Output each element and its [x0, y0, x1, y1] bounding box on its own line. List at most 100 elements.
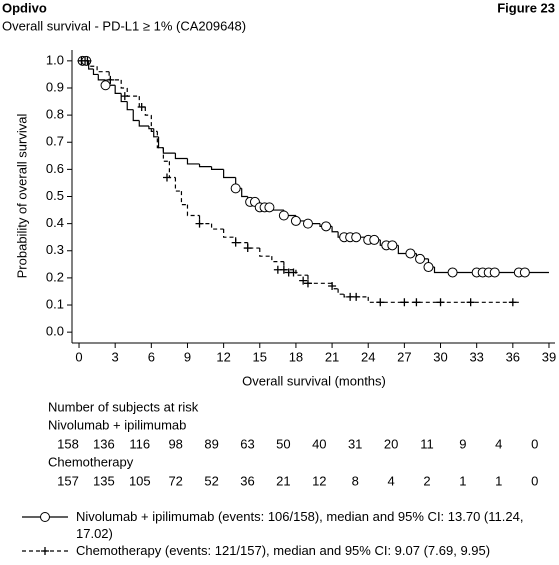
- at-risk-count: 89: [204, 436, 218, 451]
- survival-step: [307, 275, 333, 284]
- censor-mark: [243, 244, 252, 253]
- survival-step: [210, 223, 224, 230]
- survival-step: [198, 163, 212, 168]
- figure-label: Figure 23: [497, 0, 555, 15]
- at-risk-count: 12: [312, 473, 326, 488]
- censor-mark: [302, 218, 313, 229]
- at-risk-group: Nivolumab + ipilimumab: [48, 417, 186, 432]
- censor-mark: [289, 268, 298, 277]
- censor-mark: [106, 75, 115, 84]
- x-tick-label: 18: [289, 349, 303, 364]
- survival-step: [162, 147, 170, 162]
- at-risk-count: 4: [387, 473, 394, 488]
- x-tick-label: 9: [184, 349, 191, 364]
- survival-step: [223, 229, 236, 238]
- censor-mark: [100, 80, 111, 91]
- at-risk-count: 98: [168, 436, 182, 451]
- survival-step: [433, 267, 549, 274]
- censor-mark: [137, 102, 146, 111]
- survival-step: [92, 68, 99, 76]
- at-risk-count: 72: [168, 473, 182, 488]
- survival-step: [148, 125, 154, 130]
- survival-step: [153, 128, 159, 138]
- at-risk-count: 116: [129, 436, 150, 451]
- y-tick-label: 0.5: [46, 188, 64, 203]
- x-tick-label: 21: [325, 349, 339, 364]
- at-risk-count: 31: [348, 436, 362, 451]
- survival-step: [295, 269, 308, 276]
- censor-mark: [195, 219, 204, 228]
- at-risk-count: 157: [57, 473, 79, 488]
- at-risk-count: 36: [240, 473, 254, 488]
- legend-label: Nivolumab + ipilimumab (events: 106/158)…: [76, 509, 524, 541]
- censor-mark: [41, 547, 49, 555]
- y-tick-label: 0.7: [46, 134, 64, 149]
- at-risk-count: 9: [459, 436, 466, 451]
- survival-step: [120, 79, 128, 89]
- survival-step: [144, 106, 152, 116]
- y-tick-label: 0.0: [46, 324, 64, 339]
- chart-title: Overall survival - PD-L1 ≥ 1% (CA209648): [2, 18, 246, 33]
- survival-step: [247, 242, 260, 249]
- censor-mark: [412, 298, 421, 307]
- survival-step: [271, 256, 284, 263]
- at-risk-count: 1: [495, 473, 502, 488]
- y-tick-label: 0.6: [46, 161, 64, 176]
- survival-step: [114, 85, 122, 95]
- censor-mark: [436, 298, 445, 307]
- x-tick-label: 36: [506, 349, 520, 364]
- censor-mark: [447, 267, 458, 278]
- survival-step: [174, 153, 188, 160]
- survival-step: [223, 169, 236, 179]
- x-tick-label: 27: [397, 349, 411, 364]
- survival-step: [186, 158, 200, 165]
- at-risk-count: 50: [276, 436, 290, 451]
- censor-mark: [328, 282, 337, 291]
- x-tick-label: 24: [361, 349, 375, 364]
- at-risk-count: 0: [531, 473, 538, 488]
- x-axis-label: Overall survival (months): [242, 373, 386, 388]
- at-risk-count: 135: [93, 473, 115, 488]
- x-tick-label: 39: [542, 349, 556, 364]
- censor-mark: [376, 298, 385, 307]
- censor-mark: [279, 265, 288, 274]
- censor-mark: [423, 262, 434, 273]
- at-risk-count: 136: [93, 436, 115, 451]
- censor-mark: [264, 202, 275, 213]
- at-risk-count: 4: [495, 436, 502, 451]
- x-tick-label: 30: [433, 349, 447, 364]
- survival-step: [150, 115, 158, 132]
- at-risk-count: 105: [129, 473, 151, 488]
- survival-step: [88, 60, 98, 67]
- y-tick-label: 0.2: [46, 269, 64, 284]
- survival-step: [138, 120, 149, 127]
- at-risk-count: 2: [423, 473, 430, 488]
- y-tick-label: 0.1: [46, 296, 64, 311]
- legend-label: Chemotherapy (events: 121/157), median a…: [76, 543, 491, 558]
- at-risk-count: 1: [459, 473, 466, 488]
- survival-step: [97, 74, 106, 81]
- at-risk-count: 21: [276, 473, 290, 488]
- x-tick-label: 0: [75, 349, 82, 364]
- censor-mark: [415, 253, 426, 264]
- y-tick-label: 1.0: [46, 52, 64, 67]
- censor-mark: [351, 232, 362, 243]
- survival-step: [156, 131, 164, 149]
- censor-mark: [387, 240, 398, 251]
- header: Opdivo: [2, 0, 47, 15]
- survival-step: [132, 109, 140, 122]
- censor-mark: [120, 92, 129, 101]
- x-tick-label: 3: [112, 349, 119, 364]
- at-risk-count: 20: [384, 436, 398, 451]
- survival-step: [241, 188, 248, 198]
- censor-mark: [508, 298, 517, 307]
- censor-mark: [352, 292, 361, 301]
- survival-step: [168, 161, 176, 179]
- censor-mark: [40, 512, 50, 522]
- y-tick-label: 0.4: [46, 215, 64, 230]
- censor-mark: [278, 210, 289, 221]
- survival-step: [367, 296, 519, 303]
- at-risk-count: 63: [240, 436, 254, 451]
